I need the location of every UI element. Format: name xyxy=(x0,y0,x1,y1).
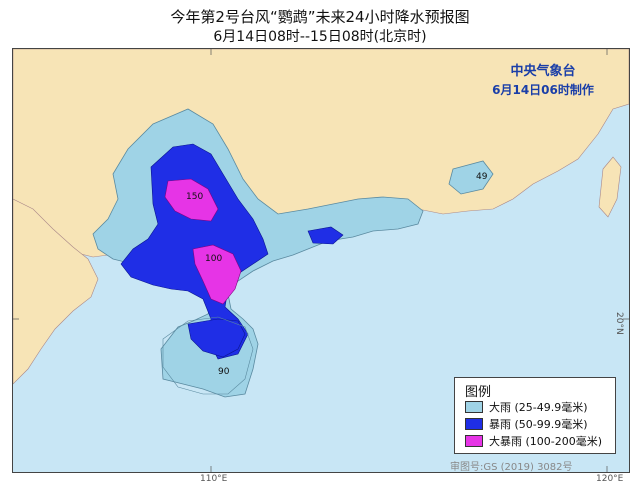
legend-item-rainstorm: 暴雨 (50-99.9毫米) xyxy=(465,417,588,431)
contour-label-150: 150 xyxy=(186,192,203,202)
taiwan-land xyxy=(598,156,622,218)
legend-label-heavy-rainstorm: 大暴雨 (100-200毫米) xyxy=(489,435,603,448)
legend-item-heavy-rain: 大雨 (25-49.9毫米) xyxy=(465,400,588,414)
rainstorm-area-east xyxy=(307,226,344,245)
legend-label-rainstorm: 暴雨 (50-99.9毫米) xyxy=(489,418,588,431)
map-title: 今年第2号台风“鹦鹉”未来24小时降水预报图 6月14日08时--15日08时(… xyxy=(0,0,640,46)
western-land xyxy=(13,198,99,385)
issuer-block: 中央气象台 6月14日06时制作 xyxy=(468,60,618,98)
legend-item-heavy-rainstorm: 大暴雨 (100-200毫米) xyxy=(465,434,602,448)
heavy-rain-area-east xyxy=(448,160,494,195)
heavy-rainstorm-area-north xyxy=(164,178,219,222)
legend-swatch-heavy-rainstorm xyxy=(465,435,483,447)
issue-time: 6月14日06时制作 xyxy=(492,83,594,97)
credit-text: 审图号:GS (2019) 3082号 xyxy=(450,462,573,473)
contour-label-49: 49 xyxy=(476,172,488,182)
legend-swatch-heavy-rain xyxy=(465,401,483,413)
contour-label-90: 90 xyxy=(218,367,230,377)
title-line-1: 今年第2号台风“鹦鹉”未来24小时降水预报图 xyxy=(170,8,470,26)
legend: 图例 大雨 (25-49.9毫米) 暴雨 (50-99.9毫米) 大暴雨 (10… xyxy=(454,377,616,454)
hainan-island xyxy=(162,316,254,395)
lat-20-label: 20°N xyxy=(614,312,624,335)
lon-110-label: 110°E xyxy=(200,474,228,484)
legend-label-heavy-rain: 大雨 (25-49.9毫米) xyxy=(489,401,588,414)
contour-label-100: 100 xyxy=(205,254,222,264)
title-line-2: 6月14日08时--15日08时(北京时) xyxy=(213,29,427,45)
lon-120-label: 120°E xyxy=(596,474,624,484)
legend-title: 图例 xyxy=(465,385,492,400)
heavy-rainstorm-area-south xyxy=(192,244,242,305)
issuer-name: 中央气象台 xyxy=(510,64,576,79)
legend-swatch-rainstorm xyxy=(465,418,483,430)
